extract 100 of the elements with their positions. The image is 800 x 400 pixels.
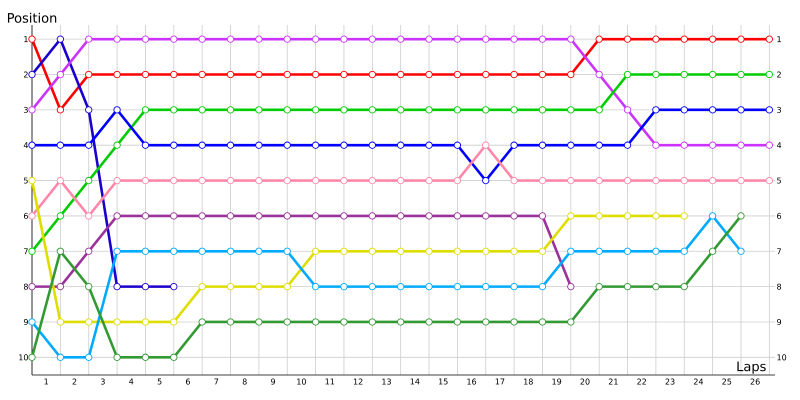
point bbox=[198, 142, 206, 149]
point bbox=[255, 142, 263, 149]
point bbox=[340, 282, 348, 290]
point bbox=[567, 212, 574, 220]
x-tick-label: 18 bbox=[524, 378, 533, 385]
point bbox=[766, 70, 773, 78]
point bbox=[312, 176, 320, 184]
point bbox=[113, 354, 121, 361]
point bbox=[425, 176, 433, 184]
point bbox=[538, 318, 546, 326]
point bbox=[737, 212, 745, 220]
point bbox=[340, 176, 348, 184]
x-axis-title: Laps bbox=[737, 362, 766, 374]
point bbox=[28, 36, 36, 43]
point bbox=[624, 106, 632, 114]
point bbox=[284, 248, 291, 255]
point bbox=[28, 142, 36, 149]
point bbox=[85, 36, 92, 43]
point bbox=[510, 248, 518, 255]
point bbox=[737, 106, 745, 114]
point bbox=[596, 106, 603, 114]
point bbox=[737, 142, 745, 149]
point bbox=[284, 282, 291, 290]
y2-tick-label: 6 bbox=[777, 212, 782, 219]
point bbox=[142, 142, 150, 149]
point bbox=[28, 176, 36, 184]
point bbox=[340, 318, 348, 326]
point bbox=[510, 176, 518, 184]
y2-tick-label: 3 bbox=[777, 106, 781, 113]
point bbox=[397, 248, 404, 255]
point bbox=[113, 142, 121, 149]
point bbox=[142, 36, 150, 43]
x-tick-label: 10 bbox=[297, 378, 306, 385]
point bbox=[596, 70, 603, 78]
point bbox=[737, 70, 745, 78]
point bbox=[113, 282, 121, 290]
point bbox=[312, 70, 320, 78]
point bbox=[226, 70, 234, 78]
point bbox=[454, 282, 462, 290]
point bbox=[397, 106, 404, 114]
point bbox=[284, 318, 291, 326]
y-tick-label: 10 bbox=[19, 354, 28, 360]
point bbox=[28, 248, 36, 255]
point bbox=[85, 70, 92, 78]
point bbox=[284, 142, 291, 149]
x-tick-label: 14 bbox=[410, 378, 420, 384]
x-tick-label: 11 bbox=[326, 378, 334, 384]
point bbox=[226, 106, 234, 114]
x-tick-label: 17 bbox=[496, 378, 504, 384]
point bbox=[170, 248, 178, 255]
point bbox=[284, 212, 291, 220]
point bbox=[538, 36, 546, 43]
point bbox=[198, 318, 206, 326]
point bbox=[454, 106, 462, 114]
point bbox=[170, 318, 178, 326]
point bbox=[170, 106, 178, 114]
point bbox=[652, 106, 660, 114]
point bbox=[255, 282, 263, 290]
point bbox=[312, 248, 320, 255]
point bbox=[652, 248, 660, 255]
y-tick-label: 5 bbox=[24, 178, 28, 184]
y2-tick-label: 5 bbox=[777, 178, 781, 184]
point bbox=[28, 318, 36, 326]
point bbox=[170, 142, 178, 149]
x-tick-label: 15 bbox=[438, 378, 448, 384]
point bbox=[56, 106, 64, 114]
point bbox=[482, 248, 490, 255]
point bbox=[368, 282, 376, 290]
point bbox=[56, 354, 64, 361]
point bbox=[708, 142, 716, 149]
point bbox=[142, 106, 150, 114]
point bbox=[454, 70, 462, 78]
point bbox=[652, 212, 660, 220]
point bbox=[170, 70, 178, 78]
point bbox=[28, 70, 36, 78]
point bbox=[312, 318, 320, 326]
point bbox=[142, 354, 150, 361]
y2-tick-label: 9 bbox=[777, 318, 782, 325]
point bbox=[538, 70, 546, 78]
point bbox=[226, 318, 234, 326]
point bbox=[454, 176, 462, 184]
point bbox=[652, 36, 660, 43]
point bbox=[510, 36, 518, 43]
point bbox=[737, 36, 745, 43]
point bbox=[596, 36, 603, 43]
point bbox=[56, 212, 64, 220]
point bbox=[567, 248, 574, 255]
point bbox=[340, 248, 348, 255]
point bbox=[255, 212, 263, 220]
point bbox=[255, 248, 263, 255]
point bbox=[198, 282, 206, 290]
x-tick-label: 4 bbox=[129, 378, 134, 384]
point bbox=[454, 318, 462, 326]
point bbox=[482, 212, 490, 220]
point bbox=[255, 176, 263, 184]
point bbox=[198, 36, 206, 43]
point bbox=[766, 142, 773, 149]
point bbox=[198, 212, 206, 220]
point bbox=[482, 36, 490, 43]
point bbox=[425, 282, 433, 290]
